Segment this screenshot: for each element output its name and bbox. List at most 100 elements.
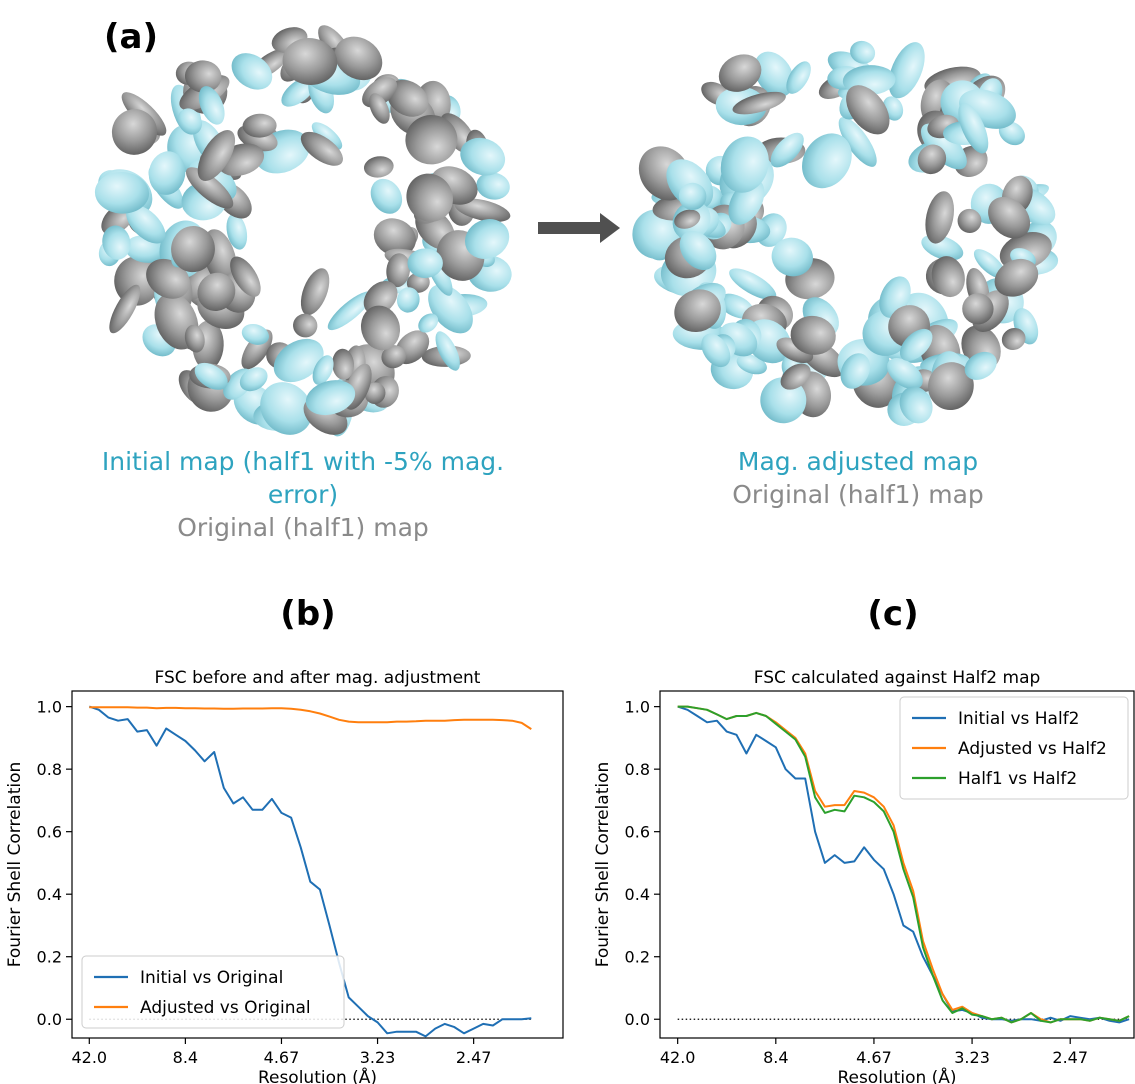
density-blob	[771, 237, 813, 277]
density-blob	[185, 167, 234, 209]
density-blob	[146, 258, 190, 299]
density-blob	[674, 289, 721, 333]
y-tick-label: 0.0	[625, 1010, 650, 1029]
density-blob	[428, 284, 473, 334]
y-tick-label: 0.8	[37, 760, 62, 779]
density-blob	[184, 324, 205, 353]
density-blob	[850, 40, 876, 64]
density-blob	[790, 315, 836, 355]
right-arrow-icon	[538, 213, 620, 243]
density-blob	[464, 219, 510, 259]
density-blob	[242, 113, 277, 138]
density-blob	[312, 355, 334, 385]
density-blob	[386, 253, 411, 288]
x-axis-label: Resolution (Å)	[837, 1066, 956, 1084]
density-blob	[925, 191, 955, 244]
density-blob	[888, 42, 925, 99]
density-blob	[973, 249, 1006, 279]
density-blob	[838, 116, 877, 167]
density-blob	[260, 382, 313, 435]
y-tick-label: 1.0	[625, 698, 650, 717]
density-blob	[435, 331, 460, 371]
density-blob	[846, 85, 890, 135]
density-blob	[363, 156, 394, 178]
density-blob	[360, 305, 401, 351]
density-blob	[899, 328, 933, 361]
y-tick-label: 0.4	[37, 885, 62, 904]
density-blob	[327, 291, 373, 331]
density-blob	[282, 38, 338, 85]
density-blob	[729, 268, 777, 300]
density-blob	[305, 380, 356, 416]
legend-entry: Adjusted vs Half2	[958, 739, 1107, 759]
x-tick-label: 42.0	[71, 1048, 107, 1067]
density-blob	[718, 54, 762, 92]
density-blob	[964, 351, 997, 380]
density-blob	[373, 218, 416, 257]
legend-box	[899, 696, 1129, 800]
density-blob	[679, 230, 717, 271]
density-blob	[109, 284, 141, 334]
panel-a-label: (a)	[104, 17, 158, 57]
density-blob	[311, 122, 343, 150]
density-blob	[334, 36, 383, 81]
density-blob	[387, 79, 429, 117]
left-caption-line2: error)	[268, 480, 338, 509]
x-axis-label: Resolution (Å)	[258, 1066, 377, 1084]
y-tick-label: 0.6	[625, 823, 650, 842]
density-blob	[928, 362, 974, 411]
series-line-2	[89, 706, 532, 730]
density-blob	[231, 53, 273, 90]
y-axis-label: Fourier Shell Correlation	[593, 762, 613, 968]
density-blob	[418, 313, 439, 333]
density-blob	[958, 102, 989, 154]
x-tick-label: 4.67	[856, 1048, 892, 1067]
legend-entry: Adjusted vs Original	[140, 998, 311, 1018]
density-blob	[899, 386, 933, 424]
density-blob	[364, 382, 386, 405]
density-blob	[454, 198, 511, 223]
series-line-1	[88, 705, 532, 1038]
x-tick-label: 3.23	[360, 1048, 396, 1067]
legend-entry: Initial vs Original	[140, 968, 283, 988]
series-line-1	[677, 705, 1130, 1024]
density-blob	[363, 281, 398, 315]
density-blob	[171, 226, 215, 273]
density-blob	[732, 91, 786, 115]
left-caption-line1: Initial map (half1 with -5% mag.	[102, 447, 504, 476]
y-tick-label: 0.2	[37, 948, 62, 967]
chart-title: FSC before and after mag. adjustment	[155, 668, 481, 688]
density-blob	[111, 109, 158, 155]
density-blob	[988, 196, 1031, 239]
legend-box	[81, 955, 345, 1029]
density-blob	[300, 268, 330, 316]
density-blob	[720, 136, 769, 193]
density-blob	[396, 287, 420, 313]
y-tick-label: 0.8	[625, 760, 650, 779]
density-blob	[994, 258, 1039, 297]
density-blob	[197, 130, 236, 181]
density-blob	[406, 173, 453, 222]
y-tick-label: 0.6	[37, 823, 62, 842]
x-tick-label: 2.47	[1052, 1048, 1088, 1067]
adjusted-map-rendering	[632, 40, 1059, 426]
density-blob	[177, 108, 202, 135]
density-blob	[148, 151, 186, 195]
x-tick-label: 4.67	[264, 1048, 300, 1067]
density-blob	[962, 293, 994, 325]
y-axis-label: Fourier Shell Correlation	[5, 762, 25, 968]
density-blob	[293, 313, 318, 338]
fsc-chart-half2: FSC calculated against Half2 map 0.0 0.2 0.…	[593, 668, 1135, 1084]
density-blob	[754, 51, 794, 97]
density-blob	[674, 209, 701, 229]
x-tick-label: 8.4	[763, 1048, 788, 1067]
density-blob	[126, 204, 166, 244]
right-caption-line1: Mag. adjusted map	[738, 447, 978, 476]
right-caption-line2: Original (half1) map	[732, 480, 984, 509]
density-blob	[94, 171, 150, 214]
density-blob	[770, 132, 804, 168]
y-tick-label: 1.0	[37, 698, 62, 717]
y-tick-label: 0.2	[625, 948, 650, 967]
density-blob	[239, 367, 268, 392]
